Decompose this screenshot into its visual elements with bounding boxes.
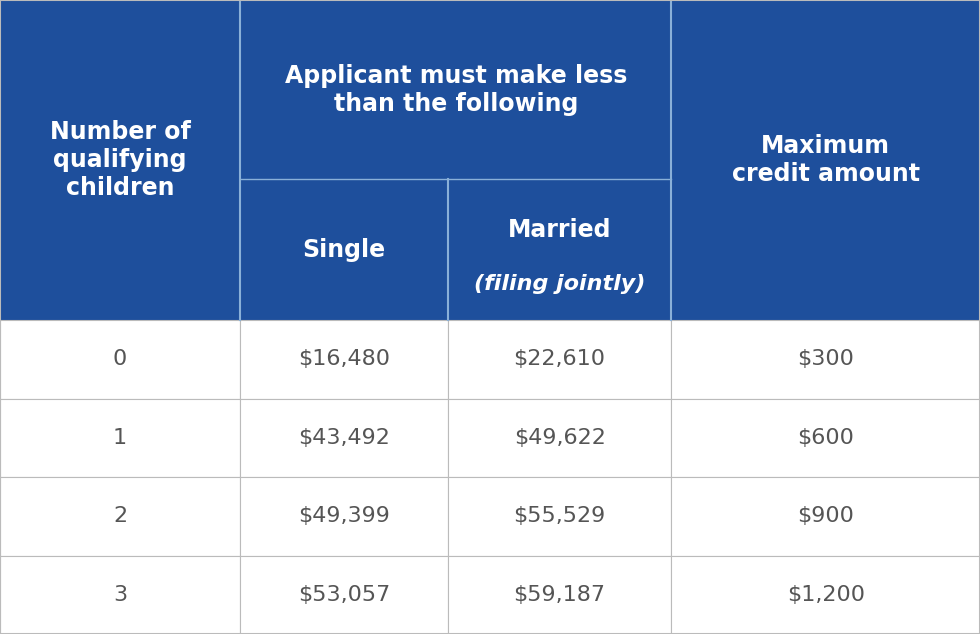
Text: $53,057: $53,057	[298, 585, 390, 605]
Bar	[0, 320, 240, 399]
Text: Married: Married	[508, 218, 612, 242]
Text: $1,200: $1,200	[787, 585, 864, 605]
Bar	[448, 555, 671, 634]
Bar	[0, 399, 240, 477]
Text: $600: $600	[797, 428, 855, 448]
Text: 3: 3	[113, 585, 127, 605]
Bar	[240, 477, 448, 555]
Text: Number of
qualifying
children: Number of qualifying children	[50, 120, 190, 200]
Text: $49,622: $49,622	[514, 428, 606, 448]
Text: (filing jointly): (filing jointly)	[474, 273, 645, 294]
Text: $16,480: $16,480	[298, 349, 390, 370]
Bar	[671, 555, 980, 634]
Text: $300: $300	[797, 349, 855, 370]
Bar	[448, 477, 671, 555]
Bar	[671, 399, 980, 477]
Text: $900: $900	[797, 507, 855, 526]
Text: 1: 1	[113, 428, 127, 448]
Text: Maximum
credit amount: Maximum credit amount	[732, 134, 919, 186]
Text: $59,187: $59,187	[514, 585, 606, 605]
Text: Single: Single	[303, 238, 385, 262]
Text: 0: 0	[113, 349, 127, 370]
Text: $55,529: $55,529	[514, 507, 606, 526]
Bar	[240, 320, 448, 399]
Bar	[0, 0, 980, 320]
Bar	[240, 555, 448, 634]
Bar	[0, 555, 240, 634]
Bar	[0, 477, 240, 555]
Bar	[448, 320, 671, 399]
Text: Applicant must make less
than the following: Applicant must make less than the follow…	[284, 64, 627, 115]
Bar	[240, 399, 448, 477]
Bar	[671, 320, 980, 399]
Bar	[448, 399, 671, 477]
Text: $22,610: $22,610	[514, 349, 606, 370]
Text: $43,492: $43,492	[298, 428, 390, 448]
Text: 2: 2	[113, 507, 127, 526]
Text: $49,399: $49,399	[298, 507, 390, 526]
Bar	[671, 477, 980, 555]
